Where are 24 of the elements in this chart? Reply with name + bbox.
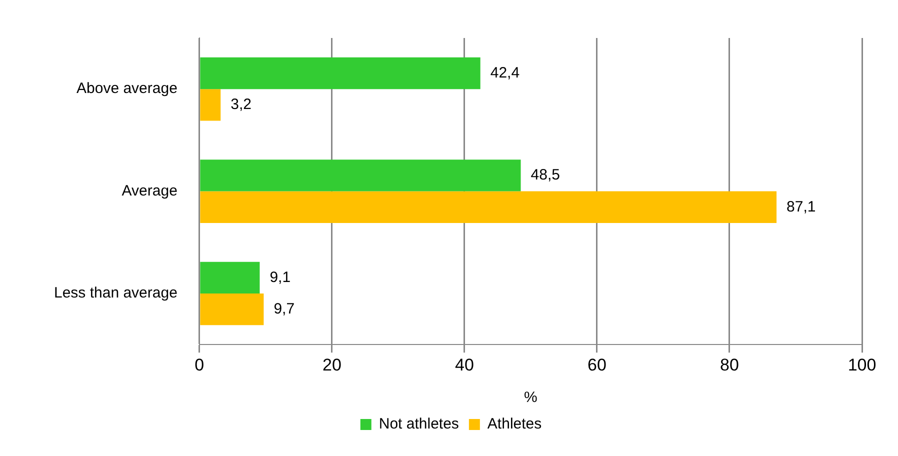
y-tick-label: Less than average <box>54 284 178 302</box>
x-tick-label: 80 <box>720 355 739 374</box>
x-tick-label: 40 <box>454 355 474 374</box>
x-tick-label: 100 <box>848 355 876 374</box>
bar <box>200 191 777 223</box>
bar <box>200 57 480 90</box>
legend-label: Not athletes <box>378 416 459 433</box>
data-label: 48,5 <box>530 166 560 184</box>
bar <box>200 294 264 326</box>
data-label: 42,4 <box>490 64 520 82</box>
bar <box>200 89 221 121</box>
data-label: 9,1 <box>270 268 291 286</box>
y-tick-label: Average <box>122 182 178 200</box>
legend-label: Athletes <box>487 416 542 433</box>
data-label: 9,7 <box>274 300 295 318</box>
x-axis-title: % <box>524 389 538 406</box>
y-tick-label: Above average <box>76 80 178 98</box>
bar <box>200 160 521 192</box>
x-tick-label: 60 <box>588 355 606 374</box>
bar <box>200 262 260 294</box>
data-label: 3,2 <box>230 96 252 114</box>
x-tick-label: 20 <box>322 355 342 374</box>
x-tick-label: 0 <box>194 355 204 374</box>
data-label: 87,1 <box>786 198 816 216</box>
